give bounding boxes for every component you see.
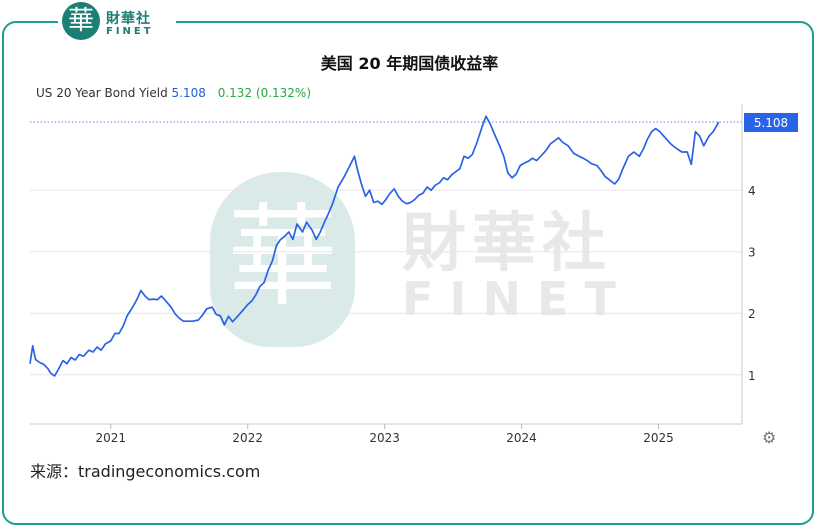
x-tick-label: 2022 [232,431,263,445]
series-header: US 20 Year Bond Yield 5.108 0.132 (0.132… [36,86,311,100]
series-name: US 20 Year Bond Yield [36,86,168,100]
series-line [29,115,720,377]
y-tick-label: 1 [748,369,756,383]
x-tick-label: 2021 [96,431,127,445]
x-tick-label: 2024 [506,431,537,445]
brand-logo: 華 財華社 FINET [58,0,176,44]
last-value-label-box [744,112,798,132]
logo-text-en: FINET [106,26,154,37]
y-tick-label: 2 [748,307,756,321]
x-tick-label: 2025 [643,431,674,445]
y-tick-label: 3 [748,246,756,260]
gear-icon[interactable]: ⚙ [762,428,777,447]
y-tick-label: 4 [748,184,756,198]
chart-title: 美国 20 年期国债收益率 [320,54,499,73]
chart-frame [2,21,814,525]
x-tick-label: 2023 [369,431,400,445]
series-last-value: 5.108 [171,86,206,100]
last-value-label: 5.108 [754,116,788,130]
logo-mark-icon: 華 [62,2,100,40]
series-change: 0.132 (0.132%) [217,86,312,100]
source-text: 来源：tradingeconomics.com [30,462,261,481]
logo-text-cn: 財華社 [106,11,151,27]
